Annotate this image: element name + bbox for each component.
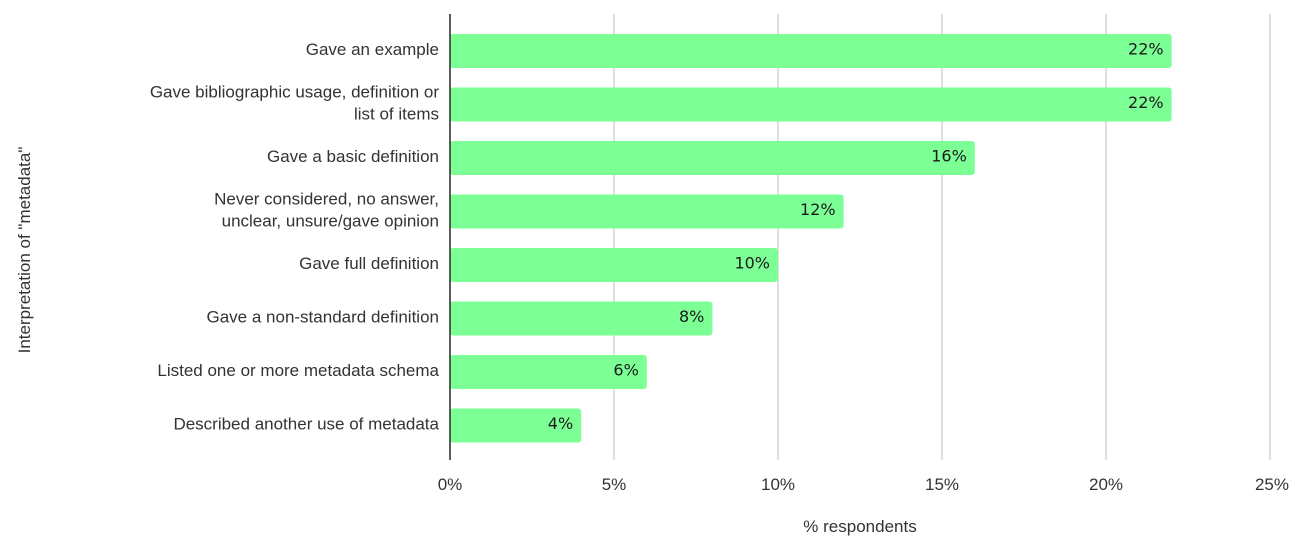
data-label-4: 10% — [734, 254, 770, 273]
bar-3 — [450, 194, 844, 229]
bar-0 — [450, 34, 1172, 68]
x-tick-label-1: 5% — [602, 475, 627, 494]
data-label-1: 22% — [1128, 93, 1164, 112]
category-label-1: Gave bibliographic usage, definition or l… — [150, 83, 440, 124]
category-label-3: Never considered, no answer, unclear, uns… — [214, 190, 439, 231]
data-label-5: 8% — [679, 307, 704, 326]
category-label-2: Gave a basic definition — [267, 147, 439, 166]
bar-2 — [450, 141, 975, 175]
category-label-5: Gave a non-standard definition — [207, 308, 440, 327]
x-tick-label-3: 15% — [925, 475, 959, 494]
bar-4 — [450, 248, 778, 282]
data-label-3: 12% — [800, 200, 836, 219]
category-label-4: Gave full definition — [299, 254, 439, 273]
bar-6 — [450, 355, 647, 389]
bar-1 — [450, 87, 1172, 122]
data-label-6: 6% — [613, 361, 638, 380]
x-tick-label-4: 20% — [1089, 475, 1123, 494]
category-label-6: Listed one or more metadata schema — [157, 361, 439, 380]
x-tick-label-2: 10% — [761, 475, 795, 494]
x-tick-label-0: 0% — [438, 475, 463, 494]
data-label-0: 22% — [1128, 40, 1164, 59]
category-label-0: Gave an example — [306, 40, 439, 59]
bar-5 — [450, 301, 713, 336]
y-axis-title: Interpretation of "metadata" — [15, 147, 34, 354]
bar-7 — [450, 408, 582, 443]
data-label-2: 16% — [931, 147, 967, 166]
data-label-7: 4% — [548, 414, 573, 433]
category-label-7: Described another use of metadata — [173, 415, 439, 434]
x-tick-label-5: 25% — [1255, 475, 1289, 494]
x-axis-title: % respondents — [803, 517, 916, 536]
